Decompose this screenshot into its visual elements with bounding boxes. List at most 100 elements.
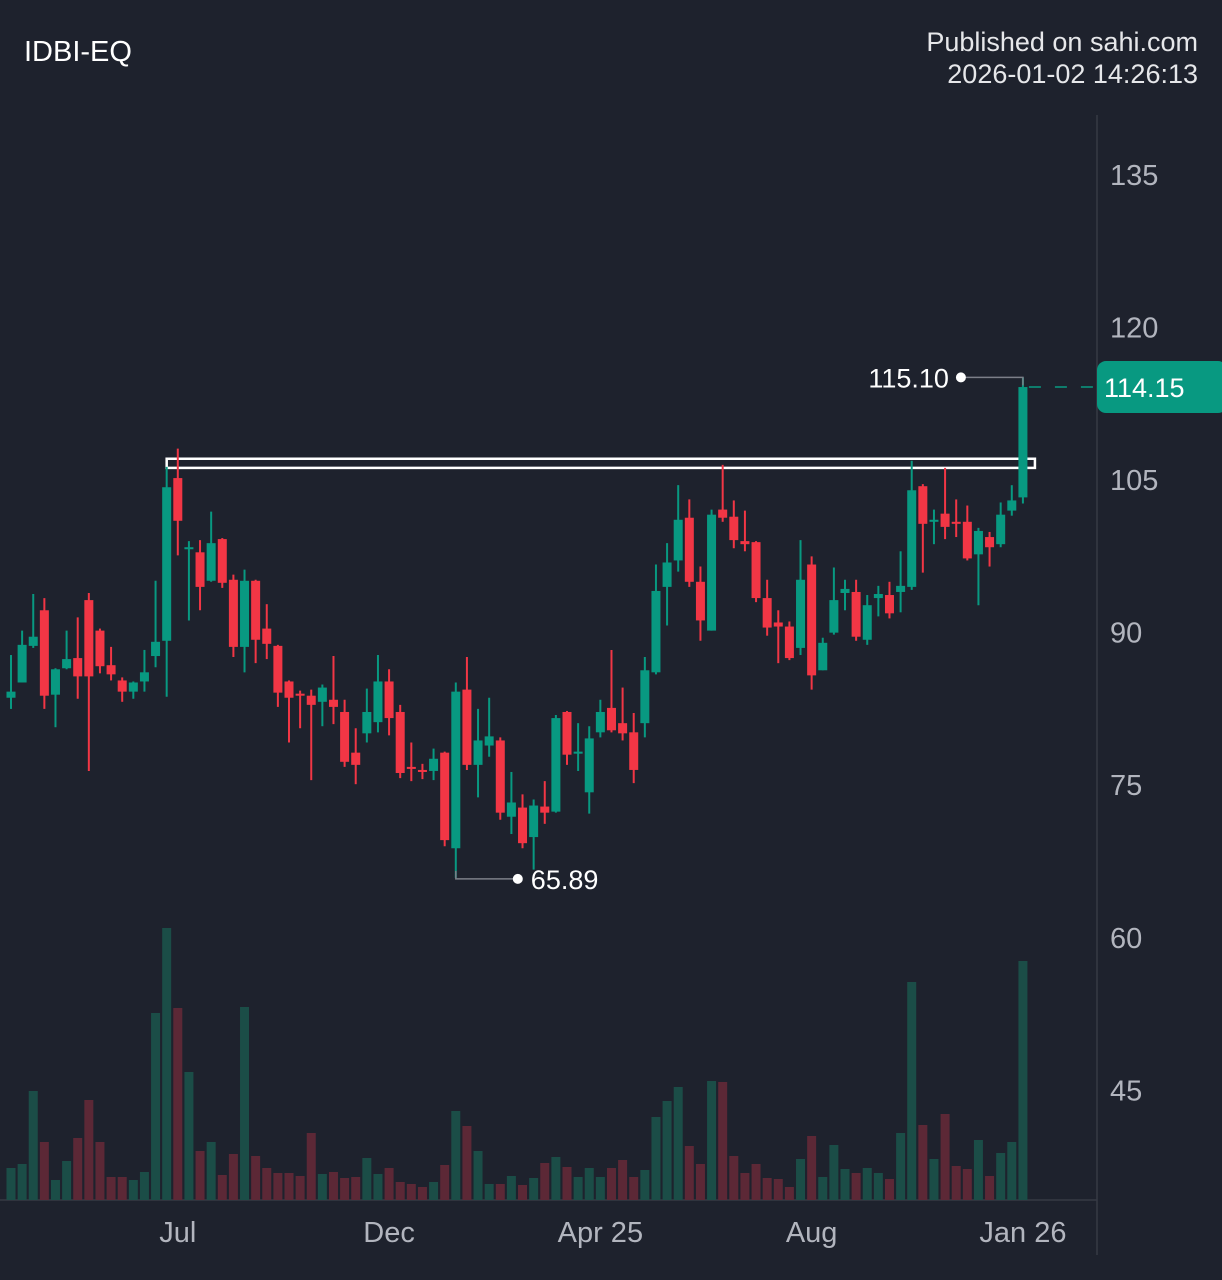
candle-down	[762, 598, 772, 628]
candle-down	[518, 807, 528, 844]
candle-down	[884, 595, 894, 614]
candle-down	[351, 752, 361, 765]
volume-bar	[273, 1173, 283, 1200]
resistance-zone-rectangle	[165, 457, 1037, 470]
volume-bar	[451, 1111, 461, 1200]
candle-up	[429, 758, 439, 771]
candle-up	[584, 738, 594, 793]
axes: 135 120 105 90 75 60 45 Jul Dec Apr 25 Aug Jan 26	[0, 115, 1158, 1255]
y-tick-label: 135	[1110, 160, 1158, 192]
candle-up	[796, 579, 806, 648]
candle-up	[862, 605, 872, 640]
candle-up	[451, 691, 461, 849]
volume-bar	[929, 1159, 939, 1200]
candle-up	[573, 751, 583, 754]
volume-bar	[17, 1164, 27, 1200]
candle-down	[985, 537, 995, 548]
candle-up	[62, 659, 72, 669]
volume-bar	[84, 1100, 94, 1200]
volume-bar	[95, 1142, 105, 1200]
candle-up	[362, 711, 372, 734]
y-tick-label: 120	[1110, 313, 1158, 345]
candle-down	[395, 711, 405, 773]
volume-bar	[973, 1140, 983, 1200]
candle-down	[940, 513, 950, 527]
candle-up	[529, 805, 539, 838]
candle-down	[695, 581, 705, 621]
low-label: 65.89	[531, 865, 599, 895]
volume-bar	[884, 1179, 894, 1200]
volume-bar	[651, 1117, 661, 1200]
candle-up	[818, 642, 828, 671]
volume-bar	[384, 1168, 394, 1200]
volume-bar	[462, 1126, 472, 1200]
candle-down	[606, 707, 616, 731]
volume-bar	[117, 1177, 127, 1200]
volume-bar	[506, 1176, 516, 1200]
candle-down	[173, 478, 183, 521]
volume-bar	[73, 1138, 83, 1200]
volume-bar	[151, 1013, 161, 1200]
x-tick-label: Jul	[159, 1217, 196, 1249]
candle-down	[851, 591, 861, 637]
volume-bar	[684, 1146, 694, 1200]
candle-up	[484, 736, 494, 746]
candle-up	[873, 594, 883, 599]
candle-down	[751, 542, 761, 599]
volume-bar	[707, 1081, 717, 1200]
volume-bar	[162, 928, 172, 1200]
volume-bar	[106, 1177, 116, 1200]
volume-bar	[740, 1173, 750, 1200]
volume-bar	[618, 1160, 628, 1200]
volume-bar	[896, 1133, 906, 1200]
candle-down	[684, 517, 694, 582]
high-marker-dot	[955, 372, 966, 383]
volume-bar	[573, 1177, 583, 1200]
candle-up	[50, 669, 60, 695]
volume-bar	[851, 1173, 861, 1200]
candle-down	[618, 723, 628, 734]
candle-up	[907, 490, 917, 587]
volume-bar	[262, 1168, 272, 1200]
volume-bar	[173, 1008, 183, 1200]
candle-up	[996, 514, 1006, 545]
volume-bar	[907, 982, 917, 1200]
candles	[6, 377, 1028, 878]
last-price-badge	[1097, 361, 1222, 414]
candle-up	[651, 590, 661, 673]
candle-down	[251, 580, 261, 640]
candle-down	[773, 622, 783, 627]
volume-bar	[773, 1179, 783, 1200]
volume-bar	[940, 1114, 950, 1200]
low-marker-dot	[512, 873, 523, 884]
volume-bar	[695, 1164, 705, 1200]
candle-down	[262, 628, 272, 644]
candle-up	[317, 687, 327, 702]
volume-bar	[518, 1185, 528, 1200]
volume-bar	[796, 1159, 806, 1200]
x-tick-label: Aug	[786, 1217, 838, 1249]
volume-bar	[351, 1177, 361, 1200]
symbol-title: IDBI-EQ	[24, 36, 132, 68]
candle-down	[340, 711, 350, 762]
candle-down	[562, 711, 572, 755]
candle-up	[506, 802, 516, 817]
volume-bar	[328, 1172, 338, 1200]
candle-down	[406, 766, 416, 769]
volume-bar	[729, 1156, 739, 1200]
volume-bar	[251, 1156, 261, 1200]
candle-down	[195, 552, 205, 587]
candle-up	[184, 547, 194, 550]
candle-down	[228, 579, 238, 647]
volume-bar	[562, 1167, 572, 1200]
high-label: 115.10	[868, 363, 949, 393]
volume-bar	[985, 1176, 995, 1200]
candle-down	[540, 806, 550, 813]
y-tick-label: 105	[1110, 465, 1158, 497]
high-marker-line	[960, 376, 1024, 386]
volume-bar	[640, 1170, 650, 1200]
volume-bar	[606, 1168, 616, 1200]
candle-down	[807, 564, 817, 676]
volume-bar	[362, 1158, 372, 1200]
